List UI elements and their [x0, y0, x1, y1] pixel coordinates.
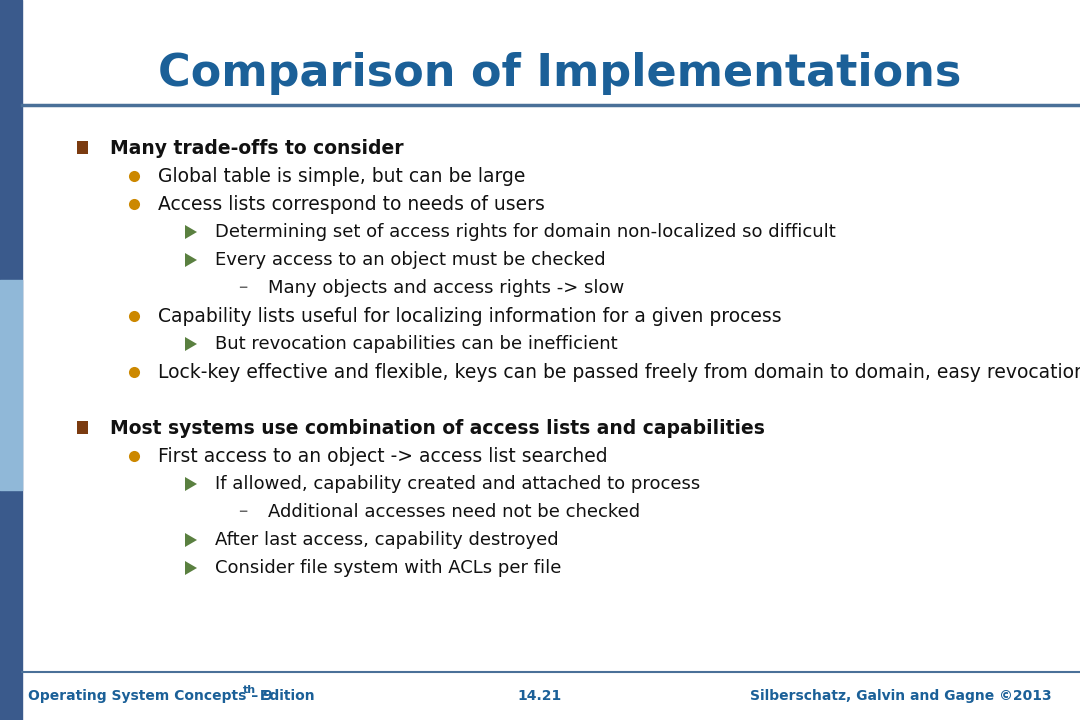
Text: –: –: [238, 503, 247, 521]
Polygon shape: [185, 477, 197, 491]
Text: Many trade-offs to consider: Many trade-offs to consider: [110, 138, 404, 158]
Bar: [77, 421, 87, 434]
Text: After last access, capability destroyed: After last access, capability destroyed: [215, 531, 558, 549]
Text: Consider file system with ACLs per file: Consider file system with ACLs per file: [215, 559, 562, 577]
Text: First access to an object -> access list searched: First access to an object -> access list…: [158, 446, 608, 466]
Text: Capability lists useful for localizing information for a given process: Capability lists useful for localizing i…: [158, 307, 782, 325]
Polygon shape: [185, 253, 197, 267]
Text: Determining set of access rights for domain non-localized so difficult: Determining set of access rights for dom…: [215, 223, 836, 241]
Text: Lock-key effective and flexible, keys can be passed freely from domain to domain: Lock-key effective and flexible, keys ca…: [158, 362, 1080, 382]
Text: Operating System Concepts – 9: Operating System Concepts – 9: [28, 689, 273, 703]
Polygon shape: [185, 225, 197, 239]
Text: Silberschatz, Galvin and Gagne ©2013: Silberschatz, Galvin and Gagne ©2013: [751, 689, 1052, 703]
Text: th: th: [243, 685, 256, 695]
Text: But revocation capabilities can be inefficient: But revocation capabilities can be ineff…: [215, 335, 618, 353]
Polygon shape: [185, 533, 197, 547]
Text: –: –: [238, 279, 247, 297]
Text: Global table is simple, but can be large: Global table is simple, but can be large: [158, 166, 525, 186]
Text: Comparison of Implementations: Comparison of Implementations: [158, 52, 961, 95]
Text: Edition: Edition: [255, 689, 314, 703]
Text: Additional accesses need not be checked: Additional accesses need not be checked: [268, 503, 640, 521]
Text: Access lists correspond to needs of users: Access lists correspond to needs of user…: [158, 194, 545, 214]
Text: 14.21: 14.21: [518, 689, 562, 703]
Polygon shape: [185, 561, 197, 575]
Text: Many objects and access rights -> slow: Many objects and access rights -> slow: [268, 279, 624, 297]
Bar: [77, 141, 87, 154]
Text: Every access to an object must be checked: Every access to an object must be checke…: [215, 251, 606, 269]
Text: If allowed, capability created and attached to process: If allowed, capability created and attac…: [215, 475, 700, 493]
Polygon shape: [185, 337, 197, 351]
Text: Most systems use combination of access lists and capabilities: Most systems use combination of access l…: [110, 418, 765, 438]
